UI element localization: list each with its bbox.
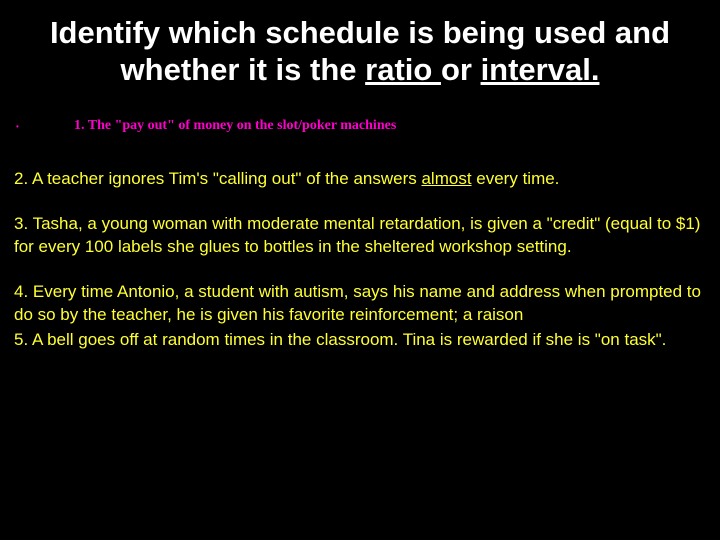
slide: Identify which schedule is being used an… (0, 0, 720, 540)
title-underline-interval: interval. (481, 52, 600, 87)
slide-title: Identify which schedule is being used an… (0, 0, 720, 88)
item2-pre: 2. A teacher ignores Tim's "calling out"… (14, 169, 421, 188)
item2-underline: almost (421, 169, 471, 188)
bullet-icon: • (14, 118, 74, 136)
list-item-2: 2. A teacher ignores Tim's "calling out"… (0, 168, 720, 191)
item1-text: 1. The "pay out" of money on the slot/po… (74, 118, 396, 134)
title-underline-ratio: ratio (365, 52, 441, 87)
item2-post: every time. (472, 169, 560, 188)
list-item-5: 5. A bell goes off at random times in th… (0, 329, 720, 352)
list-item-3: 3. Tasha, a young woman with moderate me… (0, 213, 720, 259)
title-text-mid: or (441, 52, 481, 87)
list-item-4: 4. Every time Antonio, a student with au… (0, 281, 720, 327)
list-item-1: • 1. The "pay out" of money on the slot/… (0, 88, 720, 136)
